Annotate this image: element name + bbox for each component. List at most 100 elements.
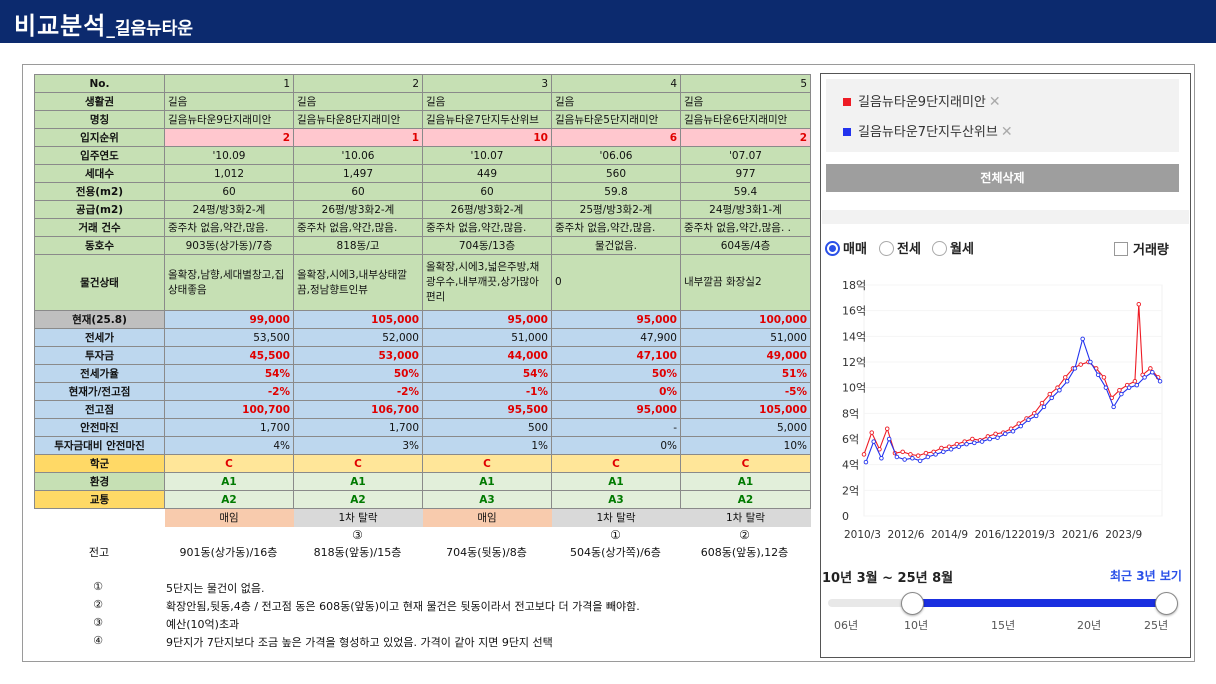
table-cell: -1% <box>422 382 552 401</box>
table-cell: 95,000 <box>551 310 681 329</box>
table-cell: 47,900 <box>551 328 681 347</box>
table-row: 투자금대비 안전마진 4% 3% 1% 0% 10% <box>34 436 811 455</box>
data-point <box>979 439 985 444</box>
data-point <box>1062 375 1068 380</box>
prev-high-label: 전고 <box>88 546 110 559</box>
table-cell: 중주차 없음,약간,많음. <box>551 218 681 237</box>
table-cell: -2% <box>293 382 423 401</box>
slider-fill <box>914 599 1166 607</box>
table-cell: 1,700 <box>164 418 294 437</box>
radio-icon <box>879 241 894 256</box>
series-color-swatch <box>843 98 851 106</box>
data-point <box>879 455 884 461</box>
row-label: 환경 <box>34 472 165 491</box>
row-label: 투자금 <box>34 346 165 365</box>
table-cell: C <box>551 454 681 473</box>
table-row: 동호수 903동(상가동)/7층 818동/고 704동/13층 물건없음. 604동/4… <box>34 236 811 255</box>
data-point <box>1057 387 1062 393</box>
table-cell: 10% <box>680 436 811 455</box>
recent-3y-link[interactable]: 최근 3년 보기 <box>1110 569 1182 583</box>
selected-complex-0: 길음뉴타운9단지래미안 ✕ <box>843 91 1001 110</box>
table-cell: 47,100 <box>551 346 681 365</box>
data-point <box>869 430 874 435</box>
row-label: 물건상태 <box>34 254 165 311</box>
column-number: 4 <box>551 74 681 93</box>
date-range-slider[interactable]: 06년 10년 15년 20년 25년 <box>828 592 1178 632</box>
divider <box>822 210 1189 224</box>
data-point <box>1080 336 1085 342</box>
radio-wolse[interactable]: 월세 <box>932 238 974 257</box>
table-cell: 6 <box>551 128 681 147</box>
table-cell: 50% <box>551 364 681 383</box>
data-point <box>1148 366 1153 371</box>
table-cell: 53,000 <box>293 346 423 365</box>
table-row: 교통 A2 A2 A3 A3 A2 <box>34 490 811 509</box>
row-label: 입지순위 <box>34 128 165 147</box>
data-point <box>1157 378 1163 384</box>
prev-high-unit: 704동(뒷동)/8층 <box>446 546 527 559</box>
table-cell: 51,000 <box>680 328 811 347</box>
remove-icon[interactable]: ✕ <box>1000 124 1013 140</box>
y-tick-label: 10억 <box>842 382 866 395</box>
x-tick-label: 2021/6 <box>1062 529 1099 541</box>
table-cell: '07.07 <box>680 146 811 165</box>
data-point <box>941 449 946 455</box>
data-point <box>972 440 977 446</box>
y-tick-label: 12억 <box>842 356 866 369</box>
data-point <box>1064 378 1070 384</box>
table-row: 거래 건수 중주차 없음,약간,많음. 중주차 없음,약간,많음. 중주차 없음,약간… <box>34 218 811 237</box>
prev-high-unit: 818동(앞동)/15층 <box>313 546 402 559</box>
table-cell: 10 <box>422 128 552 147</box>
remove-icon[interactable]: ✕ <box>988 94 1001 110</box>
table-cell: 올확장,시에3,내부상태깔끔,정남향트인뷰 <box>293 254 423 311</box>
price-line-chart: 0 2억 4억 6억 8억 10억 12억 14억 16억 18억 2010/3 2012/6 2014… <box>842 279 1163 541</box>
data-point <box>1033 413 1039 419</box>
page-header: 비교분석_길음뉴타운 <box>0 0 1216 43</box>
plot-area <box>863 284 1163 517</box>
table-cell: 중주차 없음,약간,많음. . <box>680 218 811 237</box>
table-row: 입지순위 2 1 10 6 2 <box>34 128 811 147</box>
table-cell: 604동/4층 <box>680 236 811 255</box>
table-cell: 704동/13층 <box>422 236 552 255</box>
prev-high-unit: 504동(상가쪽)/6층 <box>570 546 661 559</box>
slider-end-handle[interactable] <box>1155 592 1178 615</box>
table-cell: -5% <box>680 382 811 401</box>
volume-checkbox[interactable]: 거래량 <box>1114 239 1169 258</box>
table-cell: 길음뉴타운6단지래미안 <box>680 110 811 129</box>
table-cell: 26평/방3화2-계 <box>293 200 423 219</box>
table-cell: 54% <box>422 364 552 383</box>
data-point <box>1134 382 1140 388</box>
radio-jeonse[interactable]: 전세 <box>879 238 921 257</box>
data-point <box>1047 391 1053 397</box>
slider-tick-label: 10년 <box>904 619 929 632</box>
table-cell: 0 <box>551 254 681 311</box>
table-row: 투자금 45,500 53,000 44,000 47,100 49,000 <box>34 346 811 365</box>
row-label: 학군 <box>34 454 165 473</box>
data-point <box>861 452 867 457</box>
x-tick-label: 2010/3 <box>844 529 881 541</box>
radio-sale[interactable]: 매매 <box>825 238 867 257</box>
delete-all-button[interactable]: 전체삭제 <box>826 164 1179 192</box>
data-point <box>923 450 929 456</box>
selected-complex-list <box>826 79 1179 152</box>
data-point <box>910 455 915 461</box>
slider-tick-label: 06년 <box>834 619 859 632</box>
data-point <box>863 459 869 465</box>
table-cell: 5,000 <box>680 418 811 437</box>
data-point <box>1142 375 1147 380</box>
table-row: 세대수 1,012 1,497 449 560 977 <box>34 164 811 183</box>
slider-start-handle[interactable] <box>901 592 924 615</box>
table-row: 전세가율 54% 50% 54% 50% 51% <box>34 364 811 383</box>
table-cell: '10.09 <box>164 146 294 165</box>
series-line-0 <box>863 304 1159 457</box>
table-cell: 44,000 <box>422 346 552 365</box>
table-cell: A3 <box>422 490 552 509</box>
table-cell: 99,000 <box>164 310 294 329</box>
table-cell: 24평/방3화1-계 <box>680 200 811 219</box>
row-label: 현재(25.8) <box>34 310 165 329</box>
row-label: 동호수 <box>34 236 165 255</box>
data-point <box>964 441 969 447</box>
table-cell: C <box>422 454 552 473</box>
table-row: 현재가/전고점 -2% -2% -1% 0% -5% <box>34 382 811 401</box>
table-cell: 0% <box>551 382 681 401</box>
